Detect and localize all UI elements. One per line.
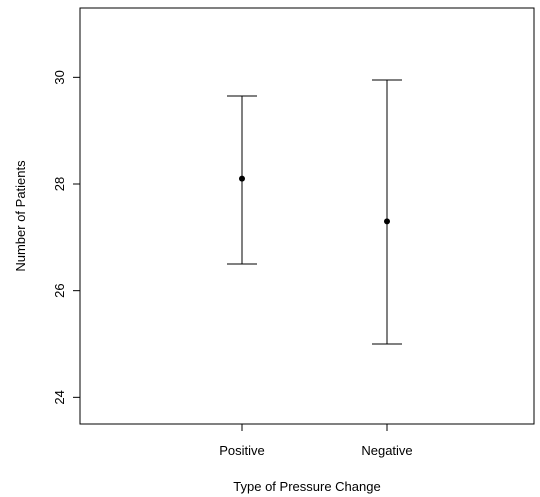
x-axis: Positive Negative: [219, 424, 413, 458]
error-bars: [227, 79, 402, 345]
y-tick-label: 26: [52, 283, 67, 297]
y-tick-label: 24: [52, 390, 67, 404]
x-tick-label: Negative: [361, 443, 412, 458]
x-tick-label: Positive: [219, 443, 265, 458]
y-tick-label: 28: [52, 177, 67, 191]
y-tick-label: 30: [52, 70, 67, 84]
x-axis-label: Type of Pressure Change: [233, 479, 380, 494]
mean-point: [384, 218, 390, 225]
mean-point: [239, 175, 245, 182]
y-axis: 24 26 28 30: [52, 70, 80, 405]
plot-frame: [79, 7, 535, 425]
y-axis-label: Number of Patients: [13, 160, 28, 272]
